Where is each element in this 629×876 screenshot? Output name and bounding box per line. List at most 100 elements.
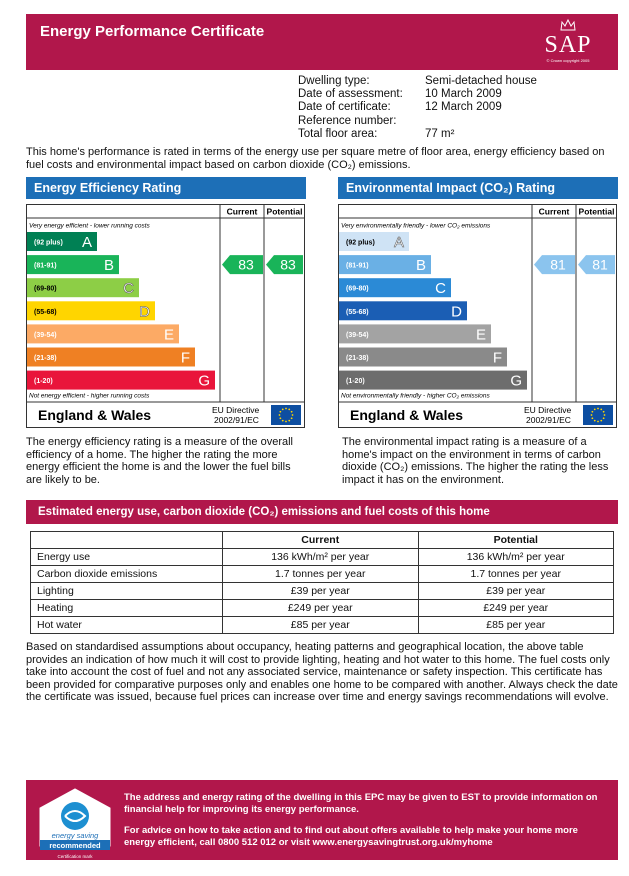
footer-line-2: For advice on how to take action and to … [124,825,578,848]
dwelling-label: Total floor area: [298,127,378,140]
band-letter: F [493,350,502,367]
eu-star [591,410,594,413]
dwelling-label: Date of certificate: [298,101,391,114]
eu-star [288,419,291,422]
eu-star [602,417,605,420]
eu-star [290,410,293,413]
potential-rating-value: 81 [592,257,608,273]
costs-title: Estimated energy use, carbon dioxide (CO… [26,500,618,524]
top-note: Very energy efficient - lower running co… [29,223,151,230]
column-potential-label: Potential [579,207,615,217]
dwelling-value: 77 m² [425,127,455,140]
dwelling-value: Semi-detached house [425,75,537,87]
efficiency-description: The energy efficiency rating is a measur… [26,436,293,486]
eu-star [593,419,596,422]
header-bar: Energy Performance Certificate SAP © Cro… [26,14,618,70]
costs-header-current: Current [222,531,419,549]
band-letter: C [435,280,446,297]
band-letter: E [476,326,486,343]
eu-star [281,408,284,411]
band-d-bar [339,301,467,321]
environmental-title: Environmental Impact (CO₂) Rating [338,177,618,199]
table-row: Carbon dioxide emissions 1.7 tonnes per y… [30,565,614,583]
eu-star [597,420,599,423]
band-d-bar [27,301,155,321]
band-b-bar [339,255,431,275]
environmental-panel: Environmental Impact (CO₂) Rating Curren… [338,177,618,486]
eu-star [593,408,596,411]
cell-label: Energy use [30,548,223,566]
band-range-label: (21-38) [34,355,57,362]
footer-text: The address and energy rating of the dwe… [124,792,604,849]
eu-star [597,407,599,410]
dwelling-label: Date of assessment: [298,88,403,101]
eu-star [291,414,294,416]
band-g-bar [339,370,527,390]
band-letter: B [416,257,426,274]
band-b-bar [27,255,119,275]
eu-star [600,419,603,422]
cell-label: Carbon dioxide emissions [30,565,223,583]
top-note: Very environmentally friendly - lower CO… [341,223,491,230]
directive-line-2: 2002/91/EC [526,415,571,425]
table-row: Energy use 136 kWh/m² per year 136 kWh/m² … [30,548,614,566]
cell-potential: £39 per year [417,582,614,600]
band-range-label: (92 plus) [34,240,63,247]
band-e-bar [27,324,179,344]
eu-star [600,408,603,411]
eu-star [591,417,594,420]
band-range-label: (69-80) [346,286,369,293]
cell-current: £85 per year [222,616,419,634]
efficiency-title: Energy Efficiency Rating [26,177,306,199]
bottom-note: Not environmentally friendly - higher CO… [341,393,491,400]
eu-star [285,420,287,423]
dwelling-row: Reference number: [298,115,537,128]
logo-mark-text: Certification mark [57,854,93,859]
page-title: Energy Performance Certificate [40,23,265,40]
cell-potential: £249 per year [417,599,614,617]
sap-copyright: © Crown copyright 2005 [546,58,590,63]
band-letter: B [104,257,114,274]
cell-potential: £85 per year [417,616,614,634]
band-c-bar [339,278,451,298]
cell-current: £39 per year [222,582,419,600]
footer-line-1: The address and energy rating of the dwe… [124,792,598,815]
efficiency-panel: Energy Efficiency Rating Current Potentia… [26,177,306,486]
efficiency-chart: Current Potential Very energy efficient - … [26,204,305,428]
dwelling-row: Dwelling type: Semi-detached house [298,75,537,88]
dwelling-label: Reference number: [298,114,397,127]
column-potential-label: Potential [267,207,303,217]
potential-rating-arrow [266,255,303,275]
eu-star [279,410,282,413]
band-a-bar [27,232,97,251]
band-range-label: (69-80) [34,286,57,293]
band-letter: E [164,326,174,343]
column-current-label: Current [539,207,570,217]
environmental-chart: Current Potential Very environmentally fri… [338,204,617,428]
dwelling-row: Date of assessment: 10 March 2009 [298,88,537,101]
energy-saving-recommended-logo: energy saving recommended Certification … [39,788,111,859]
band-range-label: (39-54) [34,332,57,339]
band-letter: A [82,234,92,251]
column-current-label: Current [227,207,258,217]
potential-rating-value: 83 [280,257,296,273]
band-range-label: (55-68) [34,309,57,316]
sap-logo: SAP © Crown copyright 2005 [532,18,604,66]
band-c-bar [27,278,139,298]
band-range-label: (81-91) [346,263,369,270]
eu-flag-icon [271,405,301,425]
band-f-bar [27,347,195,367]
current-rating-value: 81 [550,257,566,273]
logo-top-text: energy saving [52,831,100,840]
cell-potential: 1.7 tonnes per year [417,565,614,583]
eu-star [281,419,284,422]
dwelling-row: Total floor area: 77 m² [298,128,537,141]
eu-flag-icon [583,405,613,425]
region-label: England & Wales [350,407,463,423]
eu-star [290,417,293,420]
directive-line-1: EU Directive [212,405,260,415]
band-f-bar [339,347,507,367]
eu-star [602,410,605,413]
directive-line-1: EU Directive [524,405,572,415]
directive-line-2: 2002/91/EC [214,415,259,425]
